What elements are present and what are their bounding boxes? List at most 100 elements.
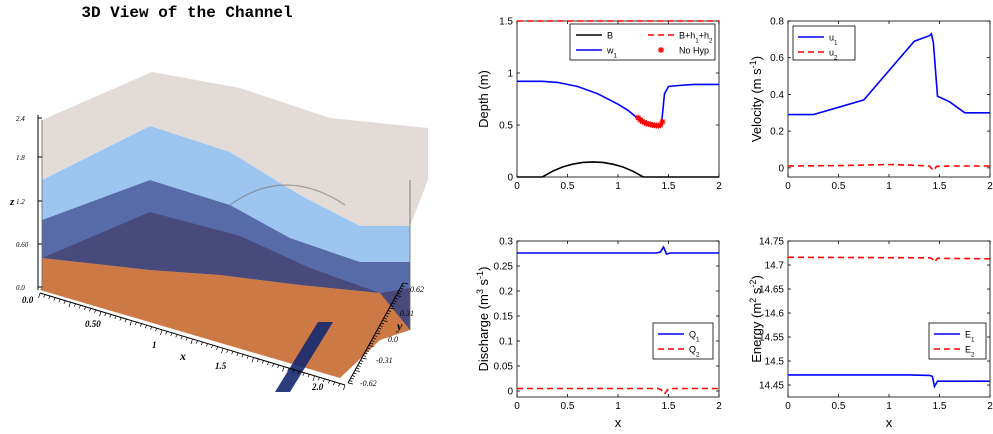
- y-ruler-tick: [389, 307, 395, 310]
- y-axis-label: Depth (m): [476, 70, 491, 128]
- y-tick-label: -0.31: [376, 356, 393, 365]
- x-ruler-tick: [200, 341, 203, 346]
- x-tick-label: 1: [886, 181, 892, 192]
- x-ruler-tick: [287, 367, 290, 372]
- y-ruler-tick: [379, 325, 383, 327]
- x-ruler-tick: [68, 302, 71, 308]
- y-tick-label: 1: [507, 69, 513, 80]
- x-ruler-tick: [38, 292, 41, 299]
- y-ruler-tick: [401, 285, 405, 287]
- x-tick-label: 1: [152, 340, 157, 350]
- legend-label: w1: [606, 46, 618, 60]
- legend-marker: [658, 47, 664, 53]
- no-hyp-marker: [657, 122, 664, 128]
- x-ruler-tick: [48, 295, 51, 300]
- y-ruler-tick: [387, 310, 391, 312]
- y-ruler-tick: [385, 315, 389, 317]
- x-tick-label: 0: [785, 401, 791, 412]
- y-tick-label: 0.62: [410, 285, 424, 294]
- z-tick-label: 1.8: [16, 154, 25, 162]
- x-ruler-tick: [277, 364, 280, 369]
- legend-box: [569, 23, 716, 61]
- x-ruler-tick: [333, 381, 336, 386]
- x-ruler-tick: [104, 312, 107, 317]
- x-tick-label: 1.5: [662, 401, 676, 412]
- x-tick-label: 1.5: [933, 181, 947, 192]
- z-tick-label: 0.60: [16, 241, 29, 249]
- y-tick-label: 0.6: [770, 53, 784, 64]
- x-ruler-tick: [124, 318, 127, 323]
- upper-layer: [42, 126, 410, 262]
- x-tick-label: 0.5: [561, 401, 575, 412]
- y-tick-label: 0: [507, 173, 513, 184]
- y-ruler-tick: [363, 355, 367, 357]
- x-tick-label: 2: [987, 181, 993, 192]
- discharge-plot: 0 0.5 1 1.5 2 0 0.05 0.1 0.15 0.2 0.25 0.3 Discharge…: [475, 237, 722, 431]
- y-ruler-tick: [386, 312, 390, 315]
- x-ruler-tick: [312, 375, 315, 381]
- y-ruler-tick: [397, 292, 401, 295]
- x-ruler-tick: [256, 358, 259, 363]
- y-tick-label: 0.8: [770, 17, 784, 28]
- x-tick-label: 1: [615, 401, 621, 412]
- plot-axes-box: [516, 240, 720, 398]
- y-tick-label: 0.5: [499, 121, 513, 132]
- y-tick-label: 0.2: [499, 287, 513, 298]
- y-axis-label: Velocity (m s-1): [748, 56, 764, 142]
- y-ruler-tick: [365, 350, 369, 352]
- x-ruler-tick: [139, 323, 142, 327]
- y-ruler-tick: [364, 352, 368, 355]
- x-ruler-tick: [216, 346, 219, 350]
- x-ruler-tick: [266, 361, 270, 366]
- y-tick-label: 14.6: [765, 309, 785, 320]
- y-ruler-tick: [382, 320, 388, 322]
- x-ruler-tick: [327, 380, 331, 384]
- x-tick-label: 2.0: [311, 382, 324, 392]
- x-ruler-tick: [221, 348, 224, 354]
- x-ruler-tick: [307, 374, 310, 378]
- x-tick-label: 2: [987, 401, 993, 412]
- x-ruler-tick: [272, 363, 275, 367]
- x-ruler-tick: [261, 360, 264, 364]
- plot-axes-box: [787, 240, 991, 398]
- x-ruler-tick: [160, 329, 163, 335]
- y-ruler-tick: [358, 362, 363, 365]
- y-ruler-tick: [354, 370, 360, 372]
- y-tick-label: 14.5: [765, 357, 785, 368]
- z-tick-label: 0.0: [16, 284, 25, 292]
- y-axis-label: Discharge (m3 s-1): [475, 267, 491, 372]
- y-tick-label: 0.0: [388, 335, 398, 344]
- x-ruler-tick: [78, 305, 81, 309]
- legend-label: E2: [965, 345, 975, 359]
- x-ruler-tick: [246, 355, 249, 360]
- x-tick-label: 0.50: [85, 319, 101, 329]
- y-ruler-tick: [374, 335, 378, 337]
- y-ruler-tick: [402, 282, 409, 285]
- z-tick-label: 2.4: [16, 115, 25, 123]
- legend-label: u1: [829, 33, 838, 47]
- legend-label: B: [607, 31, 613, 41]
- x-ruler-tick: [83, 306, 87, 310]
- y-ruler-tick: [391, 302, 396, 305]
- legend-label: E1: [965, 330, 975, 344]
- x-ruler-tick: [241, 354, 244, 358]
- view3d-title: 3D View of the Channel: [81, 4, 292, 22]
- legend-label: B+h1+h2: [679, 31, 713, 45]
- x-ruler-tick: [302, 372, 305, 376]
- y-ruler-tick: [400, 287, 404, 290]
- x-ruler-tick: [99, 311, 102, 317]
- x-ruler-tick: [165, 331, 168, 335]
- x-ruler-tick: [134, 321, 137, 326]
- lower-layer: [42, 180, 410, 330]
- series-line: [787, 256, 991, 264]
- x-tick-label: 1: [886, 401, 892, 412]
- y-ruler-tick: [349, 380, 353, 382]
- x-axis-label: x: [179, 349, 186, 363]
- y-ruler-tick: [356, 367, 360, 370]
- y-ruler-tick: [360, 360, 364, 362]
- y-ruler-tick: [361, 357, 367, 360]
- x-tick-label: 1.5: [933, 401, 947, 412]
- x-ruler-tick: [190, 338, 193, 345]
- x-tick-label: 2: [716, 181, 722, 192]
- x-tick-label: 0.5: [832, 401, 846, 412]
